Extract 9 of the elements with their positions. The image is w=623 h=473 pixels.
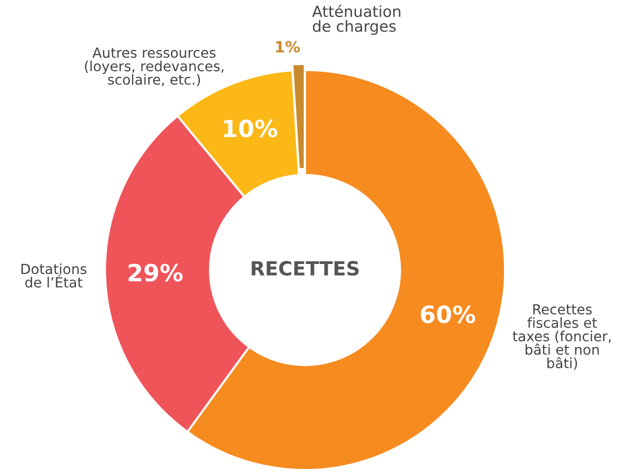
slice-label: Recettes fiscales et taxes (foncier, bâti et non bâti) — [512, 304, 611, 370]
slice-label: Atténuation de charges — [312, 4, 400, 35]
data-label: 60% — [420, 305, 476, 324]
data-label: 29% — [128, 264, 183, 282]
slice-label: Dotations de l’État — [21, 263, 86, 288]
data-label: 10% — [224, 120, 278, 138]
slice-label: Autres ressources (loyers, redevances, scolaire, etc.) — [84, 48, 224, 86]
text: RECETTES — [252, 260, 359, 276]
data-label: 1% — [276, 40, 300, 53]
